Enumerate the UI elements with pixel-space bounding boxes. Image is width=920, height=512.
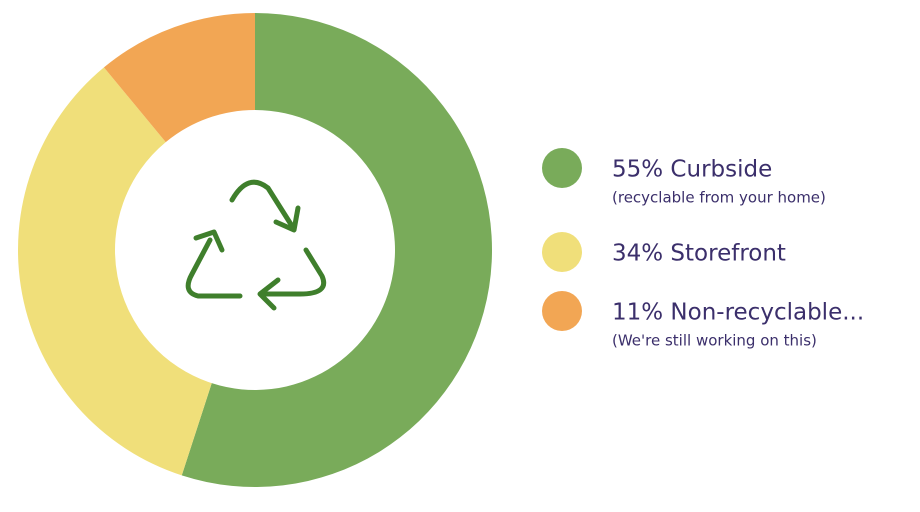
legend-swatch — [542, 291, 582, 331]
legend-label: 11% Non-recyclable... — [612, 300, 864, 326]
legend-label: 34% Storefront — [612, 241, 786, 267]
recycle-icon — [185, 179, 327, 311]
legend-swatch — [542, 148, 582, 188]
donut-slice — [18, 67, 212, 476]
donut-slice — [181, 13, 493, 488]
legend-sublabel: (We're still working on this) — [612, 332, 817, 350]
donut-slice — [103, 13, 255, 143]
legend-label: 55% Curbside — [612, 157, 772, 183]
legend-swatch — [542, 232, 582, 272]
legend-sublabel: (recyclable from your home) — [612, 189, 826, 207]
